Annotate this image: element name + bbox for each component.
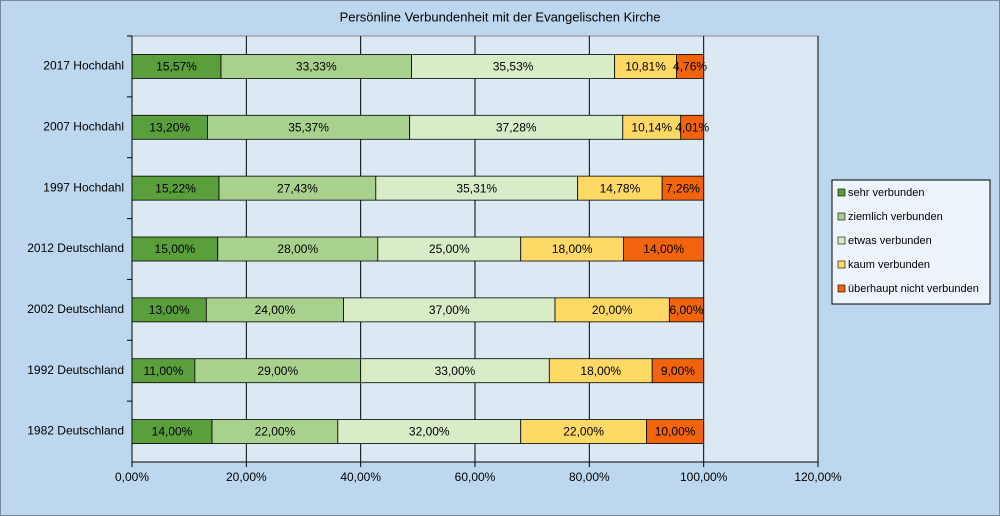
bar-segment xyxy=(614,54,677,79)
data-label: 22,00% xyxy=(255,425,296,439)
legend-swatch xyxy=(837,260,846,269)
bar-segment xyxy=(131,236,219,262)
bar-segment xyxy=(217,236,379,262)
data-label: 37,28% xyxy=(496,120,537,134)
bar-segment xyxy=(375,175,579,201)
bar-segment xyxy=(520,419,647,444)
data-label: 10,14% xyxy=(631,120,672,134)
legend-swatch xyxy=(837,284,846,293)
data-label: 25,00% xyxy=(429,242,470,256)
data-label: 11,00% xyxy=(144,364,184,378)
x-tick-label: 120,00% xyxy=(794,470,842,484)
x-tick-label: 20,00% xyxy=(226,470,267,484)
data-label: 33,00% xyxy=(435,364,476,378)
bar-segment xyxy=(337,419,522,444)
bar-segment xyxy=(360,358,550,384)
legend-box xyxy=(831,179,991,305)
bar-segment xyxy=(661,175,705,201)
data-label: 13,20% xyxy=(149,120,190,134)
data-label: 4,01% xyxy=(675,120,709,134)
y-tick-label: 1992 Deutschland xyxy=(27,363,124,377)
bar-segment xyxy=(205,297,344,323)
legend-swatch xyxy=(837,236,846,245)
data-label: 6,00% xyxy=(670,303,704,317)
bar-segment xyxy=(623,236,705,262)
y-tick-label: 2002 Deutschland xyxy=(27,302,124,316)
bar-segment xyxy=(211,419,339,444)
bar-segment xyxy=(646,419,705,444)
y-tick-label: 1982 Deutschland xyxy=(27,424,124,438)
data-label: 10,81% xyxy=(625,60,666,74)
legend-label: sehr verbunden xyxy=(848,187,924,199)
x-tick-label: 0,00% xyxy=(115,470,149,484)
bar-segment xyxy=(651,358,705,384)
bar-segment xyxy=(548,358,653,384)
data-label: 35,31% xyxy=(456,181,497,195)
bar-segment xyxy=(668,297,705,323)
data-label: 14,78% xyxy=(600,181,641,195)
data-label: 9,00% xyxy=(661,364,695,378)
chart-title: Persönline Verbundenheit mit der Evangel… xyxy=(340,9,661,24)
data-label: 22,00% xyxy=(563,425,604,439)
data-label: 29,00% xyxy=(257,364,298,378)
data-label: 14,00% xyxy=(152,425,193,439)
data-label: 7,26% xyxy=(666,181,700,195)
data-label: 15,57% xyxy=(156,60,197,74)
legend-label: ziemlich verbunden xyxy=(848,211,943,223)
bar-segment xyxy=(131,54,222,79)
data-label: 14,00% xyxy=(643,242,684,256)
data-label: 18,00% xyxy=(580,364,621,378)
bar-segment xyxy=(131,419,213,444)
data-label: 27,43% xyxy=(277,181,318,195)
legend-swatch xyxy=(837,188,846,197)
data-label: 28,00% xyxy=(277,242,318,256)
bar-segment xyxy=(577,175,663,201)
data-label: 18,00% xyxy=(552,242,593,256)
y-tick-label: 2017 Hochdahl xyxy=(43,59,124,73)
y-tick-label: 2012 Deutschland xyxy=(27,241,124,255)
x-tick-label: 80,00% xyxy=(569,470,610,484)
x-tick-label: 60,00% xyxy=(455,470,496,484)
x-tick-label: 40,00% xyxy=(340,470,381,484)
bar-segment xyxy=(194,358,362,384)
legend-label: kaum verbunden xyxy=(848,259,930,271)
data-label: 35,53% xyxy=(493,60,534,74)
bar-segment xyxy=(131,175,220,201)
data-label: 32,00% xyxy=(409,425,450,439)
data-label: 10,00% xyxy=(655,425,696,439)
y-tick-label: 1997 Hochdahl xyxy=(43,180,124,194)
bar-segment xyxy=(343,297,556,323)
data-label: 35,37% xyxy=(288,120,329,134)
y-tick-label: 2007 Hochdahl xyxy=(43,119,124,133)
data-label: 4,76% xyxy=(673,60,707,74)
x-tick-label: 100,00% xyxy=(680,470,728,484)
data-label: 15,22% xyxy=(155,181,196,195)
data-label: 20,00% xyxy=(592,303,633,317)
bar-segment xyxy=(131,358,196,384)
data-label: 15,00% xyxy=(155,242,196,256)
bar-segment xyxy=(131,114,208,140)
data-label: 24,00% xyxy=(255,303,296,317)
bar-segment xyxy=(218,175,377,201)
bar-segment xyxy=(131,297,207,323)
bar-segment xyxy=(676,54,705,79)
data-label: 33,33% xyxy=(296,60,337,74)
legend-swatch xyxy=(837,212,846,221)
legend-label: etwas verbunden xyxy=(848,235,932,247)
legend-label: überhaupt nicht verbunden xyxy=(848,283,979,295)
bar-segment xyxy=(409,114,624,140)
bar-segment xyxy=(680,114,705,140)
data-label: 37,00% xyxy=(429,303,470,317)
data-label: 13,00% xyxy=(149,303,190,317)
